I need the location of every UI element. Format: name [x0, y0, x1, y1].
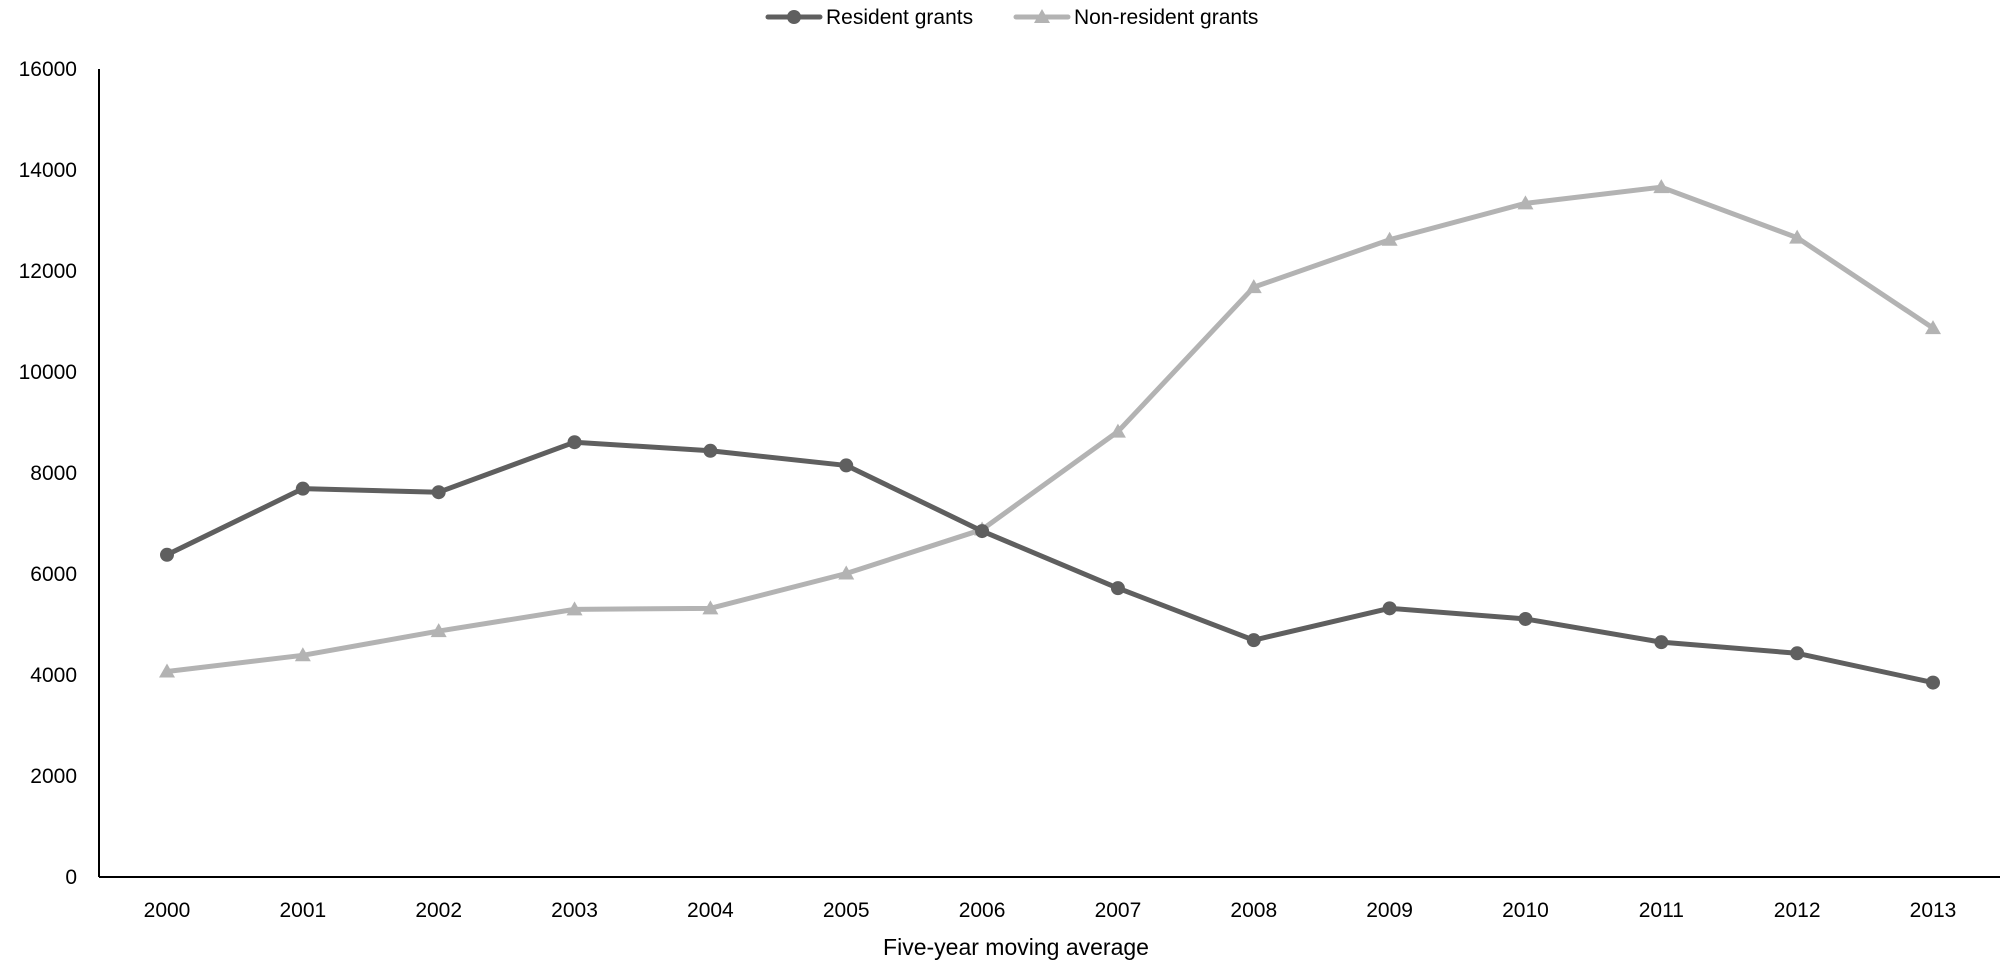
y-tick-label: 6000 — [30, 563, 77, 586]
axes — [98, 69, 2000, 878]
resident-grants-point — [703, 443, 718, 458]
non-resident-grants-point — [1517, 195, 1534, 210]
x-tick-labels: 2000 2001 2002 2003 2004 2005 2006 2007 2008 2009… — [144, 899, 1957, 922]
resident-grants-series — [160, 435, 1940, 690]
y-tick-labels: 0 2000 4000 6000 8000 10000 12000 14000 16000 — [19, 58, 77, 889]
non-resident-grants-point — [702, 600, 719, 615]
y-tick-label: 8000 — [30, 462, 77, 485]
resident-grants-point — [567, 435, 582, 450]
x-tick-label: 2011 — [1639, 899, 1684, 922]
resident-grants-point — [1790, 646, 1805, 661]
resident-grants-point — [295, 481, 310, 496]
x-tick-label: 2008 — [1230, 899, 1277, 922]
non-resident-grants-point — [1381, 231, 1398, 246]
x-tick-label: 2006 — [959, 899, 1006, 922]
legend-non-resident-grants-point — [1034, 9, 1050, 23]
non-resident-grants-point — [430, 623, 447, 638]
x-tick-label: 2009 — [1366, 899, 1413, 922]
x-tick-label: 2003 — [551, 899, 598, 922]
x-axis-title: Five-year moving average — [883, 934, 1149, 960]
non-resident-grants-point — [1109, 423, 1126, 438]
y-tick-label: 16000 — [19, 58, 77, 81]
legend-resident-grants-point — [787, 10, 801, 24]
resident-grants-point — [975, 524, 990, 539]
non-resident-grants-point — [838, 565, 855, 580]
non-resident-grants-point — [566, 601, 583, 616]
x-tick-label: 2012 — [1774, 899, 1821, 922]
resident-grants-point — [1246, 633, 1261, 648]
x-tick-label: 2001 — [279, 899, 326, 922]
legend-item-non-resident-grants: Non-resident grants — [1013, 6, 1258, 29]
x-tick-label: 2007 — [1095, 899, 1142, 922]
resident-grants-point — [1382, 601, 1397, 616]
resident-grants-point — [839, 458, 854, 473]
legend-label: Non-resident grants — [1074, 6, 1258, 29]
resident-grants-point — [431, 485, 446, 500]
resident-grants-point — [1110, 581, 1125, 596]
x-tick-label: 2005 — [823, 899, 870, 922]
x-tick-label: 2010 — [1502, 899, 1549, 922]
y-tick-label: 4000 — [30, 664, 77, 687]
x-tick-label: 2000 — [144, 899, 191, 922]
resident-grants-point — [1518, 611, 1533, 626]
non-resident-grants-line — [164, 184, 1936, 674]
x-tick-label: 2013 — [1910, 899, 1957, 922]
non-resident-grants-point — [1653, 179, 1670, 194]
non-resident-grants-series — [159, 179, 1941, 678]
x-tick-label: 2004 — [687, 899, 734, 922]
y-tick-label: 14000 — [19, 159, 77, 182]
non-resident-grants-point — [1925, 320, 1941, 335]
y-tick-label: 12000 — [19, 260, 77, 283]
legend-item-resident-grants: Resident grants — [765, 6, 973, 29]
non-resident-grants-point — [1789, 229, 1806, 244]
resident-grants-point — [1654, 635, 1669, 650]
series — [159, 179, 1941, 690]
legend: Resident grants Non-resident grants — [765, 6, 1258, 29]
resident-grants-point — [1926, 675, 1940, 690]
y-tick-label: 0 — [65, 866, 77, 889]
resident-grants-line — [164, 439, 1936, 686]
non-resident-grants-point — [1245, 279, 1262, 294]
non-resident-grants-point — [294, 647, 311, 662]
legend-label: Resident grants — [826, 6, 973, 29]
y-tick-label: 2000 — [30, 765, 77, 788]
y-tick-label: 10000 — [19, 361, 77, 384]
resident-grants-point — [160, 547, 174, 562]
non-resident-grants-point — [159, 663, 175, 678]
x-tick-label: 2002 — [415, 899, 462, 922]
